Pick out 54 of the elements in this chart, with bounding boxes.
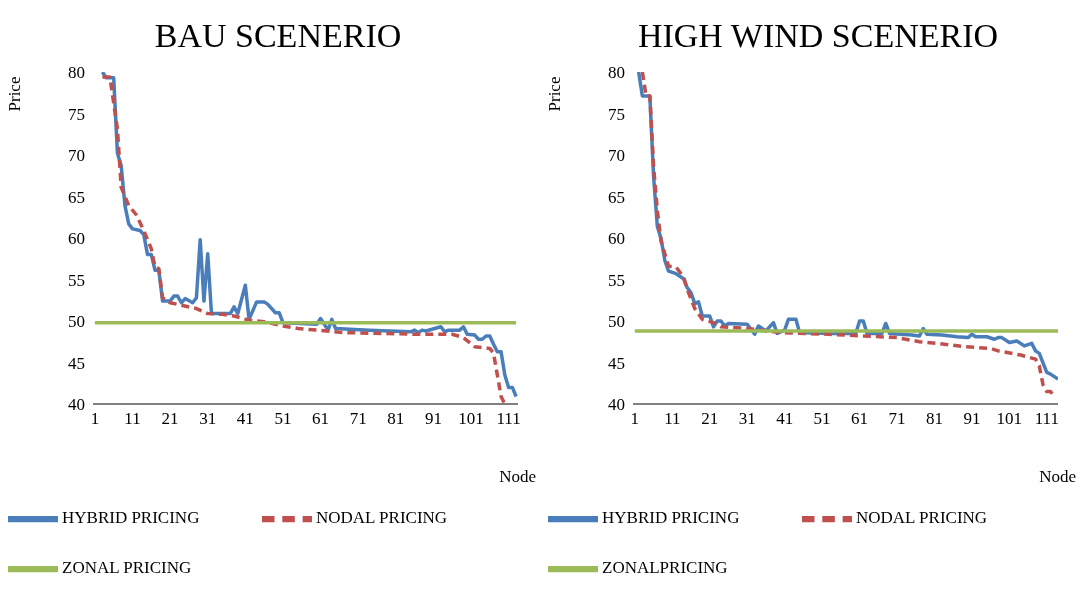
y-tick-label: 80 [68, 63, 85, 83]
y-tick-label: 50 [68, 312, 85, 332]
y-tick-label: 60 [608, 229, 625, 249]
x-tick-label: 101 [458, 409, 484, 429]
y-tick-label: 50 [608, 312, 625, 332]
x-tick-label: 71 [349, 409, 367, 429]
x-tick-label: 81 [387, 409, 405, 429]
x-tick-label: 101 [996, 409, 1023, 429]
x-axis-title: Node [499, 467, 536, 486]
x-tick-label: 21 [701, 409, 719, 429]
y-tick-label: 80 [608, 63, 625, 83]
y-tick-label: 40 [68, 395, 85, 415]
x-tick-label: 21 [161, 409, 179, 429]
y-tick-label: 40 [608, 395, 625, 415]
x-tick-label: 111 [1034, 409, 1059, 429]
legend-label: ZONAL PRICING [62, 557, 193, 578]
x-tick-label: 1 [630, 409, 640, 429]
x-tick-label: 61 [312, 409, 330, 429]
x-tick-label: 61 [851, 409, 869, 429]
x-tick-label: 71 [888, 409, 906, 429]
chart-title: BAU SCENERIO [153, 16, 403, 56]
y-axis-title: Price [5, 76, 24, 112]
legend-label: HYBRID PRICING [602, 507, 741, 528]
x-tick-label: 11 [664, 409, 681, 429]
y-tick-label: 65 [608, 187, 625, 207]
x-tick-label: 91 [424, 409, 442, 429]
y-axis-title: Price [545, 76, 564, 112]
y-tick-label: 70 [68, 146, 85, 166]
legend-label: NODAL PRICING [856, 507, 989, 528]
y-tick-label: 55 [608, 270, 625, 290]
x-tick-label: 41 [776, 409, 794, 429]
x-axis-title: Node [1039, 467, 1076, 486]
y-tick-label: 70 [608, 146, 625, 166]
y-tick-label: 75 [608, 104, 625, 124]
x-tick-label: 41 [236, 409, 254, 429]
y-tick-label: 45 [68, 353, 85, 373]
x-tick-label: 81 [925, 409, 943, 429]
y-tick-label: 75 [68, 104, 85, 124]
x-tick-label: 11 [124, 409, 141, 429]
y-tick-label: 60 [68, 229, 85, 249]
legend-label: NODAL PRICING [316, 507, 449, 528]
x-tick-label: 51 [813, 409, 831, 429]
y-tick-label: 65 [68, 187, 85, 207]
x-tick-label: 31 [199, 409, 217, 429]
x-tick-label: 31 [738, 409, 756, 429]
chart-title: HIGH WIND SCENERIO [636, 16, 1000, 56]
legend-label: HYBRID PRICING [62, 507, 201, 528]
x-tick-label: 91 [963, 409, 981, 429]
legend-label: ZONALPRICING [602, 557, 729, 578]
x-tick-label: 1 [90, 409, 100, 429]
x-tick-label: 111 [496, 409, 521, 429]
y-tick-label: 45 [608, 353, 625, 373]
y-tick-label: 55 [68, 270, 85, 290]
x-tick-label: 51 [274, 409, 292, 429]
